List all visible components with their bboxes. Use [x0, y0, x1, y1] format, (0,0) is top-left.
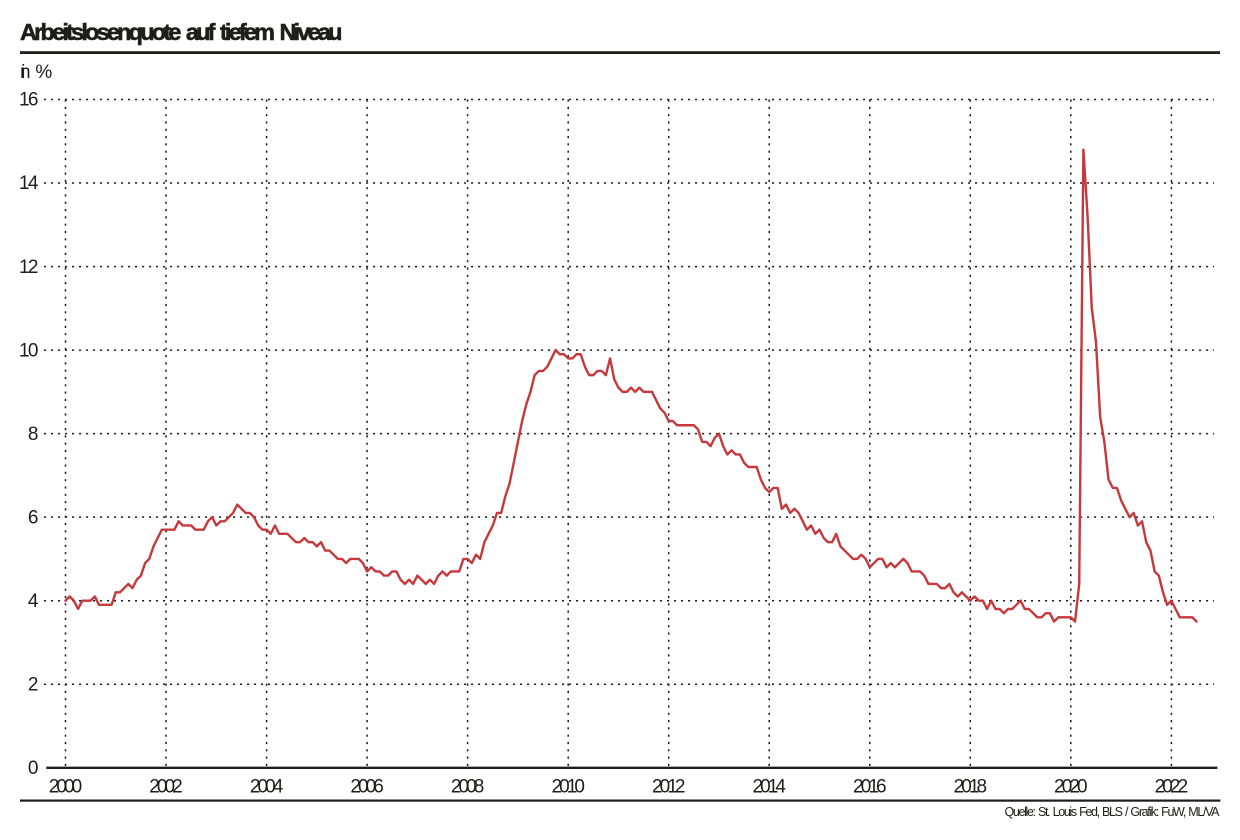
svg-text:in: in	[20, 62, 31, 83]
svg-text:6: 6	[28, 507, 39, 528]
svg-text:Arbeitslosenquote auf tiefem N: Arbeitslosenquote auf tiefem Niveau	[20, 19, 343, 45]
svg-text:Quelle: St. Louis Fed, BLS / G: Quelle: St. Louis Fed, BLS / Grafik: FuW…	[1005, 805, 1221, 819]
svg-text:2016: 2016	[853, 777, 887, 798]
svg-text:2020: 2020	[1054, 777, 1088, 798]
svg-text:2022: 2022	[1155, 777, 1189, 798]
svg-text:2010: 2010	[551, 777, 585, 798]
svg-text:14: 14	[19, 173, 39, 194]
svg-text:2014: 2014	[752, 777, 786, 798]
svg-text:8: 8	[28, 424, 39, 445]
svg-text:4: 4	[28, 591, 39, 612]
svg-text:2000: 2000	[49, 777, 83, 798]
svg-text:2018: 2018	[954, 777, 988, 798]
svg-text:%: %	[35, 62, 52, 83]
svg-text:2006: 2006	[350, 777, 384, 798]
svg-text:2004: 2004	[250, 777, 284, 798]
svg-text:2008: 2008	[451, 777, 485, 798]
svg-text:12: 12	[19, 257, 39, 278]
svg-text:10: 10	[19, 340, 39, 361]
svg-text:2012: 2012	[652, 777, 686, 798]
svg-text:2002: 2002	[149, 777, 183, 798]
svg-text:16: 16	[19, 90, 39, 111]
svg-text:0: 0	[28, 758, 39, 779]
svg-text:2: 2	[28, 674, 39, 695]
